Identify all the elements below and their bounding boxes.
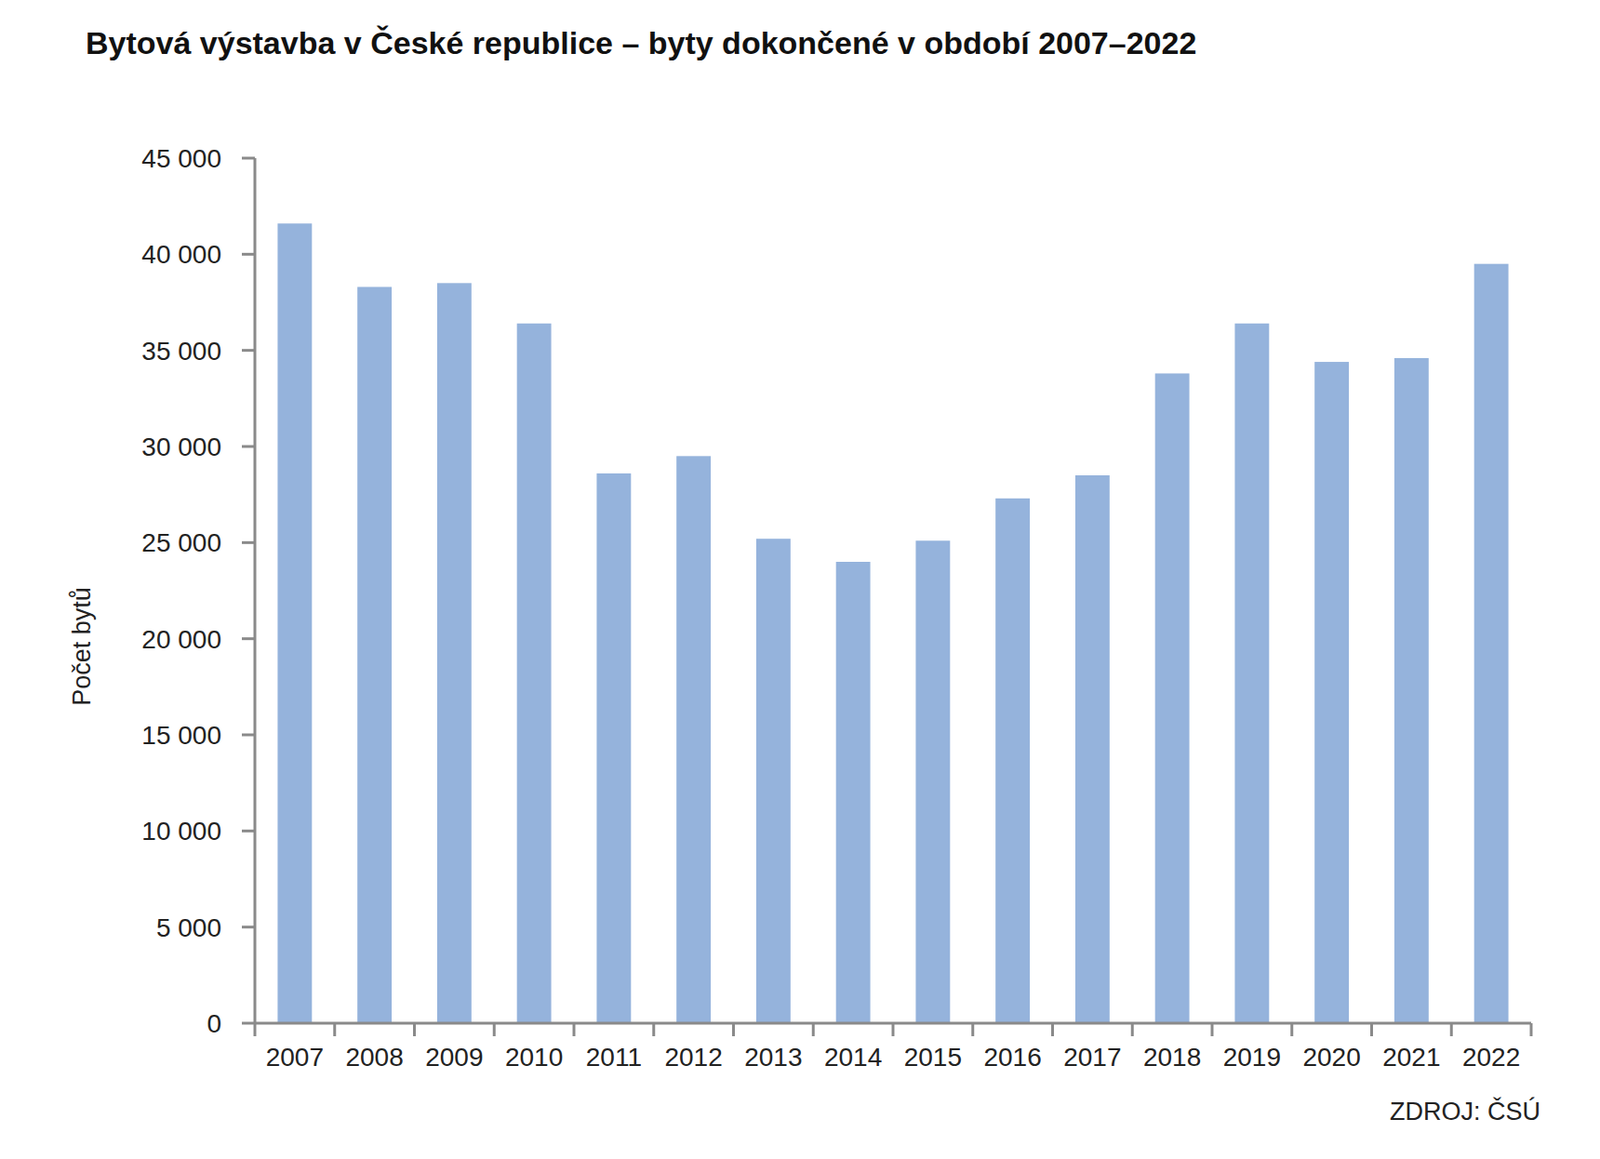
y-tick-label: 0 bbox=[206, 1009, 222, 1039]
y-tick-label: 20 000 bbox=[141, 625, 222, 654]
x-tick-label: 2019 bbox=[1223, 1042, 1281, 1072]
x-tick bbox=[1450, 1023, 1454, 1037]
y-tick bbox=[241, 1022, 255, 1026]
bars bbox=[277, 223, 1508, 1024]
x-tick bbox=[1051, 1023, 1054, 1037]
x-tick-label: 2008 bbox=[345, 1042, 403, 1072]
x-tick-label: 2007 bbox=[266, 1042, 324, 1072]
y-tick bbox=[241, 253, 255, 256]
x-tick bbox=[1530, 1023, 1534, 1037]
bar bbox=[1394, 358, 1429, 1024]
y-tick-label: 15 000 bbox=[141, 720, 222, 750]
x-tick bbox=[732, 1023, 735, 1037]
bar bbox=[437, 282, 472, 1024]
y-tick bbox=[241, 733, 255, 737]
x-tick bbox=[1211, 1023, 1214, 1037]
background bbox=[0, 0, 1600, 1159]
x-tick-label: 2017 bbox=[1063, 1042, 1121, 1072]
bar bbox=[995, 498, 1030, 1024]
x-tick-label: 2009 bbox=[425, 1042, 483, 1072]
x-tick-label: 2014 bbox=[824, 1042, 882, 1072]
y-tick bbox=[241, 541, 255, 545]
x-tick bbox=[1290, 1023, 1294, 1037]
title: Bytová výstavba v České republice – byty… bbox=[85, 25, 1197, 61]
y-tick-label: 45 000 bbox=[141, 144, 222, 174]
bar bbox=[277, 223, 312, 1024]
y-tick-label: 5 000 bbox=[156, 913, 222, 943]
bar bbox=[756, 538, 791, 1024]
y-tick bbox=[241, 348, 255, 352]
x-tick bbox=[1370, 1023, 1374, 1037]
bar bbox=[1155, 373, 1190, 1024]
x-tick-label: 2015 bbox=[904, 1042, 962, 1072]
bar bbox=[517, 323, 552, 1024]
bar bbox=[357, 286, 392, 1024]
x-tick bbox=[892, 1023, 895, 1037]
x-tick bbox=[1131, 1023, 1134, 1037]
bar bbox=[1314, 361, 1349, 1024]
y-tick-label: 25 000 bbox=[141, 528, 222, 558]
x-tick bbox=[573, 1023, 576, 1037]
y-tick-label: 30 000 bbox=[141, 432, 222, 462]
y-tick bbox=[241, 637, 255, 640]
chart: Bytová výstavba v České republice – byty… bbox=[0, 0, 1600, 1159]
bar bbox=[1075, 475, 1110, 1024]
x-tick-label: 2010 bbox=[505, 1042, 563, 1072]
source: ZDROJ: ČSÚ bbox=[1389, 1096, 1541, 1126]
x-tick bbox=[333, 1023, 336, 1037]
bar bbox=[1474, 264, 1509, 1024]
y-tick bbox=[241, 829, 255, 833]
x-tick bbox=[493, 1023, 496, 1037]
y-axis bbox=[253, 158, 257, 1024]
x-tick bbox=[253, 1023, 257, 1037]
x-tick-label: 2012 bbox=[664, 1042, 722, 1072]
x-tick bbox=[413, 1023, 416, 1037]
x-tick-label: 2013 bbox=[744, 1042, 802, 1072]
y-tick bbox=[241, 445, 255, 449]
y-tick-label: 40 000 bbox=[141, 240, 222, 269]
y-axis-label: Počet bytů bbox=[67, 586, 96, 707]
x-tick-label: 2016 bbox=[983, 1042, 1041, 1072]
bar bbox=[836, 561, 871, 1024]
x-tick-label: 2011 bbox=[586, 1042, 642, 1072]
bar bbox=[915, 540, 950, 1024]
x-tick-label: 2021 bbox=[1382, 1042, 1440, 1072]
bar bbox=[676, 455, 711, 1024]
x-tick bbox=[812, 1023, 815, 1037]
bar bbox=[596, 473, 631, 1024]
x-tick-label: 2018 bbox=[1143, 1042, 1201, 1072]
y-tick bbox=[241, 157, 255, 160]
x-tick bbox=[971, 1023, 974, 1037]
x-tick-label: 2020 bbox=[1302, 1042, 1360, 1072]
x-tick bbox=[652, 1023, 655, 1037]
y-tick-label: 10 000 bbox=[141, 816, 222, 846]
y-tick-label: 35 000 bbox=[141, 336, 222, 366]
bar bbox=[1234, 323, 1269, 1024]
x-tick-label: 2022 bbox=[1462, 1042, 1520, 1072]
y-tick bbox=[241, 925, 255, 929]
